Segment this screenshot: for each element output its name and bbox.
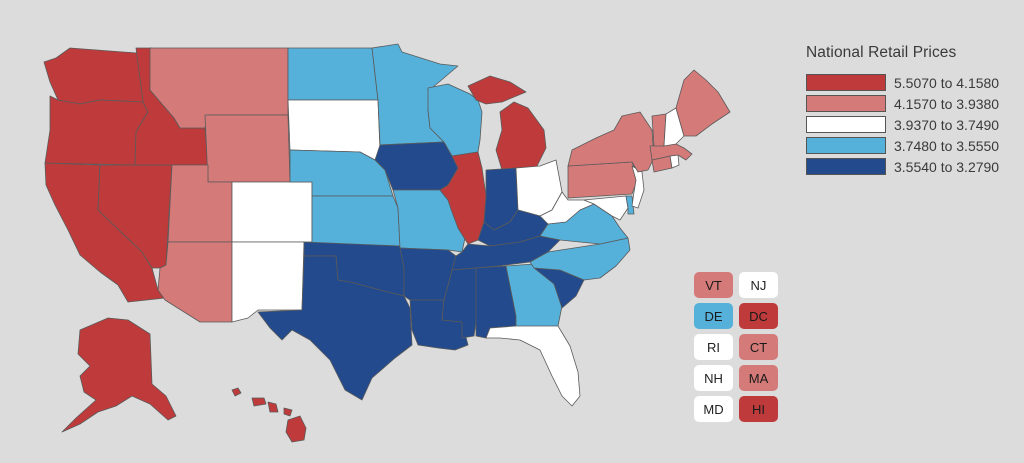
- state-or[interactable]: [44, 95, 149, 166]
- state-chip-ma[interactable]: MA: [739, 365, 778, 391]
- legend-item: 3.5540 to 3.2790: [806, 156, 1006, 177]
- state-ri[interactable]: [669, 154, 680, 169]
- state-ny[interactable]: [567, 111, 655, 173]
- legend-label: 3.5540 to 3.2790: [894, 158, 1000, 175]
- legend-swatch: [806, 137, 886, 154]
- legend-item: 3.9370 to 3.7490: [806, 114, 1006, 135]
- state-hi[interactable]: [231, 387, 307, 443]
- state-ma[interactable]: [649, 143, 693, 161]
- state-wi[interactable]: [427, 83, 483, 157]
- legend-label: 5.5070 to 4.1580: [894, 74, 1000, 91]
- state-me[interactable]: [675, 69, 731, 137]
- state-chip-md[interactable]: MD: [694, 396, 733, 422]
- state-de[interactable]: [625, 195, 635, 215]
- state-nc[interactable]: [529, 237, 631, 281]
- state-chip-nj[interactable]: NJ: [739, 272, 778, 298]
- state-nj[interactable]: [631, 165, 645, 209]
- state-chip-nh[interactable]: NH: [694, 365, 733, 391]
- state-co[interactable]: [231, 181, 313, 243]
- legend-title: National Retail Prices: [806, 44, 957, 61]
- state-chip-ri[interactable]: RI: [694, 334, 733, 360]
- state-nd[interactable]: [287, 47, 379, 101]
- legend-swatch: [806, 158, 886, 175]
- legend-item: 4.1570 to 3.9380: [806, 93, 1006, 114]
- state-chip-de[interactable]: DE: [694, 303, 733, 329]
- legend: National Retail Prices 5.5070 to 4.1580 …: [806, 44, 1006, 177]
- legend-label: 3.7480 to 3.5550: [894, 137, 1000, 154]
- state-chip-hi[interactable]: HI: [739, 396, 778, 422]
- legend-label: 3.9370 to 3.7490: [894, 116, 1000, 133]
- state-pa[interactable]: [567, 161, 639, 199]
- state-ks[interactable]: [311, 195, 401, 247]
- state-fl[interactable]: [485, 325, 581, 407]
- state-chip-ct[interactable]: CT: [739, 334, 778, 360]
- legend-label: 4.1570 to 3.9380: [894, 95, 1000, 112]
- legend-item: 5.5070 to 4.1580: [806, 72, 1006, 93]
- state-wa[interactable]: [43, 47, 151, 105]
- legend-swatch: [806, 74, 886, 91]
- legend-swatch: [806, 116, 886, 133]
- state-mi[interactable]: [467, 75, 547, 171]
- state-il[interactable]: [439, 151, 487, 245]
- state-wy[interactable]: [204, 114, 291, 183]
- state-tx[interactable]: [257, 255, 413, 401]
- state-ak[interactable]: [61, 317, 177, 433]
- state-chip-vt[interactable]: VT: [694, 272, 733, 298]
- state-chip-dc[interactable]: DC: [739, 303, 778, 329]
- state-nh[interactable]: [663, 107, 685, 147]
- legend-swatch: [806, 95, 886, 112]
- state-az[interactable]: [157, 241, 233, 323]
- legend-item: 3.7480 to 3.5550: [806, 135, 1006, 156]
